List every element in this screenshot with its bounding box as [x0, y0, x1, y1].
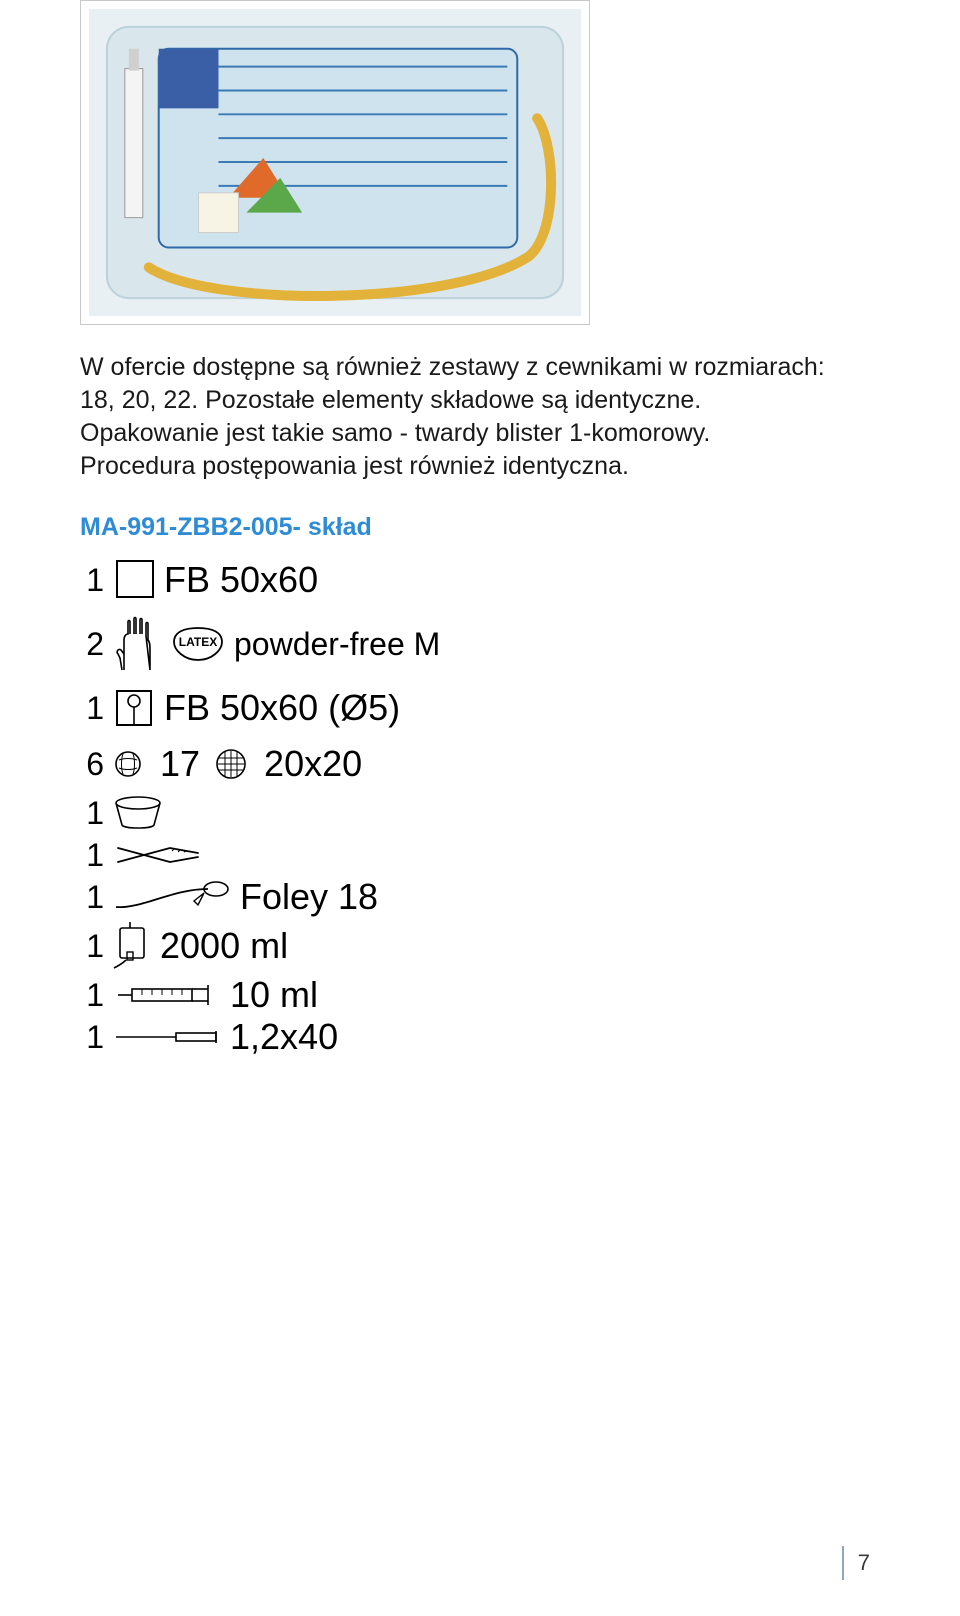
item-qty: 1	[80, 797, 104, 829]
list-item: 2 LATEX powder-free M	[80, 608, 890, 680]
item-label: FB 50x60 (Ø5)	[164, 690, 400, 726]
list-item: 1	[80, 792, 890, 834]
paragraph-line: 18, 20, 22. Pozostałe elementy składowe …	[80, 384, 890, 417]
sku-heading: MA-991-ZBB2-005- skład	[80, 513, 890, 542]
item-qty: 1	[80, 930, 104, 962]
list-item: 6 17 20x20	[80, 736, 890, 792]
swab-square-icon	[112, 686, 156, 730]
latex-badge-icon: LATEX	[170, 624, 226, 664]
item-label: 2000 ml	[160, 928, 288, 964]
page-number: 7	[842, 1546, 870, 1580]
paragraph-line: Opakowanie jest takie samo - twardy blis…	[80, 417, 890, 450]
items-list: 1 FB 50x60 2 LATEX powder-free M 1	[80, 552, 890, 1058]
item-qty: 1	[80, 881, 104, 913]
list-item: 1 Foley 18	[80, 876, 890, 918]
cup-icon	[112, 795, 164, 831]
product-photo-placeholder	[89, 9, 581, 316]
list-item: 1 FB 50x60	[80, 552, 890, 608]
item-label: FB 50x60	[164, 562, 318, 598]
item-label: 20x20	[264, 746, 362, 782]
list-item: 1 1,2x40	[80, 1016, 890, 1058]
list-item: 1 10 ml	[80, 974, 890, 1016]
item-label: Foley 18	[240, 879, 378, 915]
item-qty: 1	[80, 1021, 104, 1053]
catheter-icon	[112, 879, 232, 915]
list-item: 1 2000 ml	[80, 918, 890, 974]
drain-bag-icon	[112, 922, 152, 970]
svg-text:LATEX: LATEX	[179, 635, 217, 649]
item-label: powder-free M	[234, 628, 440, 660]
paragraph-line: W ofercie dostępne są również zestawy z …	[80, 351, 890, 384]
item-qty: 6	[80, 748, 104, 780]
item-label-inline: 17	[160, 746, 200, 782]
gauze-ball-icon	[112, 748, 144, 780]
item-label: 1,2x40	[230, 1019, 338, 1055]
gauze-grid-icon	[214, 747, 248, 781]
item-qty: 1	[80, 564, 104, 596]
item-qty: 1	[80, 692, 104, 724]
square-icon	[112, 558, 156, 602]
item-qty: 1	[80, 979, 104, 1011]
list-item: 1	[80, 834, 890, 876]
syringe-icon	[112, 981, 222, 1009]
forceps-icon	[112, 840, 202, 870]
item-qty: 2	[80, 628, 104, 660]
body-paragraph: W ofercie dostępne są również zestawy z …	[80, 351, 890, 483]
paragraph-line: Procedura postępowania jest również iden…	[80, 450, 890, 483]
needle-icon	[112, 1028, 222, 1046]
list-item: 1 FB 50x60 (Ø5)	[80, 680, 890, 736]
item-label: 10 ml	[230, 977, 318, 1013]
product-photo-frame	[80, 0, 590, 325]
glove-icon	[112, 614, 162, 674]
item-qty: 1	[80, 839, 104, 871]
